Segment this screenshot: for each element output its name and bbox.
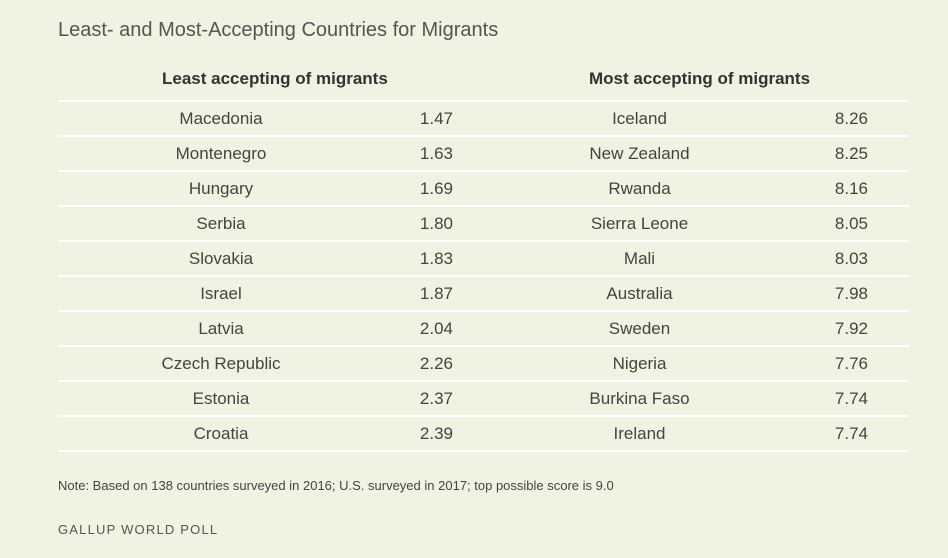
most-score-cell: 8.03 [834, 249, 868, 268]
most-country-cell: Mali [623, 249, 656, 268]
table-row: Macedonia 1.47 Iceland 8.26 [58, 102, 909, 137]
table-row: Croatia 2.39 Ireland 7.74 [58, 417, 909, 452]
most-score-cell: 8.05 [834, 214, 868, 233]
least-country-cell: Croatia [193, 424, 249, 443]
least-country-cell: Estonia [192, 389, 250, 408]
table-row: Latvia 2.04 Sweden 7.92 [58, 312, 909, 347]
least-score-cell: 2.39 [419, 424, 453, 443]
table-row: Serbia 1.80 Sierra Leone 8.05 [58, 207, 909, 242]
most-score-cell: 8.16 [834, 179, 868, 198]
least-country-cell: Serbia [196, 214, 246, 233]
table-row: Czech Republic 2.26 Nigeria 7.76 [58, 347, 909, 382]
table-header-row: Least accepting of migrants Most accepti… [58, 64, 909, 102]
footnote: Note: Based on 138 countries surveyed in… [58, 478, 614, 493]
least-country-cell: Israel [200, 284, 242, 303]
most-country-cell: Nigeria [612, 354, 667, 373]
table-row: Hungary 1.69 Rwanda 8.16 [58, 172, 909, 207]
most-country-cell: Rwanda [608, 179, 671, 198]
header-least-accepting: Least accepting of migrants [162, 69, 388, 88]
table-body: Macedonia 1.47 Iceland 8.26 Montenegro 1.63 Ne… [58, 102, 909, 452]
table-row: Israel 1.87 Australia 7.98 [58, 277, 909, 312]
least-score-cell: 1.80 [419, 214, 453, 233]
most-country-cell: Ireland [613, 424, 666, 443]
most-score-cell: 8.25 [834, 144, 868, 163]
least-score-cell: 1.47 [419, 109, 453, 128]
most-score-cell: 7.74 [834, 424, 868, 443]
most-country-cell: Burkina Faso [589, 389, 690, 408]
table-row: Montenegro 1.63 New Zealand 8.25 [58, 137, 909, 172]
most-country-cell: Sweden [608, 319, 671, 338]
header-most-accepting: Most accepting of migrants [589, 69, 811, 88]
least-score-cell: 2.04 [419, 319, 453, 338]
most-country-cell: New Zealand [589, 144, 690, 163]
most-country-cell: Sierra Leone [590, 214, 689, 233]
least-country-cell: Montenegro [175, 144, 267, 163]
most-country-cell: Australia [606, 284, 673, 303]
table-row: Estonia 2.37 Burkina Faso 7.74 [58, 382, 909, 417]
chart-title: Least- and Most-Accepting Countries for … [58, 19, 499, 41]
most-score-cell: 7.92 [834, 319, 868, 338]
most-score-cell: 7.74 [834, 389, 868, 408]
least-country-cell: Slovakia [188, 249, 254, 268]
ranking-table: Least accepting of migrants Most accepti… [58, 64, 909, 452]
least-score-cell: 1.69 [419, 179, 453, 198]
least-country-cell: Latvia [198, 319, 244, 338]
table-row: Slovakia 1.83 Mali 8.03 [58, 242, 909, 277]
most-score-cell: 7.98 [834, 284, 868, 303]
least-score-cell: 1.87 [419, 284, 453, 303]
most-country-cell: Iceland [612, 109, 667, 128]
least-score-cell: 2.37 [419, 389, 453, 408]
least-country-cell: Macedonia [179, 109, 263, 128]
most-score-cell: 7.76 [834, 354, 868, 373]
least-country-cell: Czech Republic [161, 354, 281, 373]
most-score-cell: 8.26 [834, 109, 868, 128]
least-score-cell: 1.63 [419, 144, 453, 163]
least-score-cell: 2.26 [419, 354, 453, 373]
least-score-cell: 1.83 [419, 249, 453, 268]
least-country-cell: Hungary [188, 179, 254, 198]
source-label: GALLUP WORLD POLL [58, 522, 219, 537]
